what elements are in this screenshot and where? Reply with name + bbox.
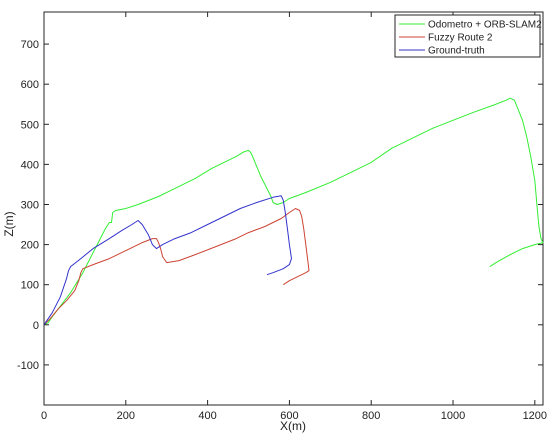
- y-tick-label: 400: [21, 159, 39, 171]
- y-tick-label: -100: [17, 360, 39, 372]
- x-tick-label: 600: [280, 410, 298, 422]
- plot-frame: [43, 11, 544, 406]
- x-tick-label: 1200: [523, 410, 547, 422]
- tick-labels: 0 200 400 600 800 1000 1200 -100 0 100 200 300 400 50…: [17, 12, 547, 422]
- legend-label-ground-truth: Ground-truth: [428, 46, 485, 57]
- series-line-ground-truth: [43, 195, 292, 326]
- series-layer: [43, 97, 544, 326]
- x-tick-label: 1000: [441, 410, 465, 422]
- y-tick-label: 600: [21, 79, 39, 91]
- y-axis-label: Z(m): [2, 211, 16, 236]
- plot-area-box: [43, 11, 544, 406]
- legend-label-odometro: Odometro + ORB-SLAM2: [428, 20, 542, 31]
- y-tick-label: 200: [21, 240, 39, 252]
- y-tick-label: 500: [21, 119, 39, 131]
- x-tick-label: 800: [362, 410, 380, 422]
- y-tick-label: 0: [33, 320, 39, 332]
- legend-label-fuzzy: Fuzzy Route 2: [428, 33, 493, 44]
- y-tick-label: 100: [21, 280, 39, 292]
- x-tick-label: 0: [41, 410, 47, 422]
- legend: Odometro + ORB-SLAM2 Fuzzy Route 2 Ground-…: [394, 14, 542, 58]
- x-tick-label: 200: [117, 410, 135, 422]
- y-tick-label: 300: [21, 199, 39, 211]
- y-tick-label: 700: [21, 39, 39, 51]
- x-tick-label: 400: [198, 410, 216, 422]
- series-line-fuzzy: [43, 208, 310, 326]
- x-axis-label: X(m): [280, 419, 306, 433]
- series-line-odometro: [43, 97, 544, 326]
